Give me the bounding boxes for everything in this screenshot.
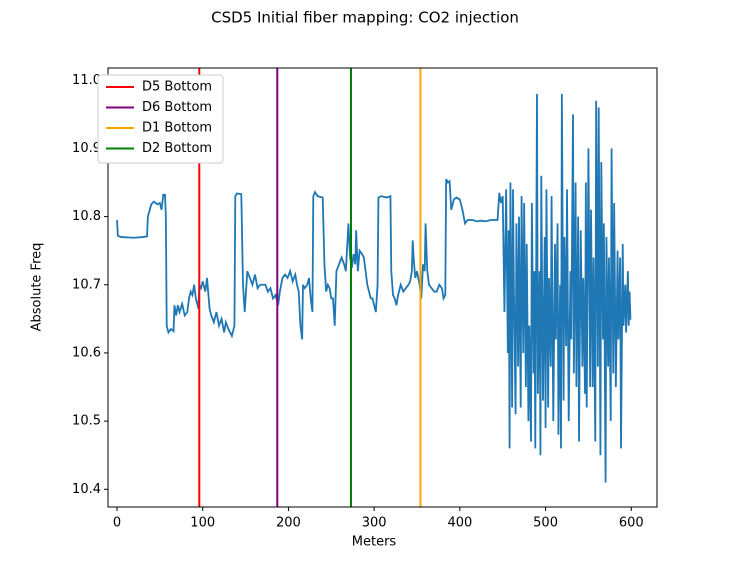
plot-frame — [107, 67, 658, 508]
data-line — [116, 93, 632, 483]
y-tick-label: 10.4 — [72, 482, 101, 497]
chart-title: CSD5 Initial fiber mapping: CO2 injectio… — [211, 9, 519, 27]
x-tick-label: 400 — [447, 516, 472, 531]
x-tick-label: 0 — [113, 516, 121, 531]
legend-label: D1 Bottom — [142, 121, 212, 136]
y-tick-label: 10.5 — [72, 414, 101, 429]
y-tick-label: 10.9 — [72, 141, 101, 156]
x-tick-label: 500 — [533, 516, 558, 531]
legend-label: D2 Bottom — [142, 141, 212, 156]
y-tick-label: 10.6 — [72, 345, 101, 360]
legend-label: D5 Bottom — [142, 80, 212, 95]
y-axis-label: Absolute Freq — [30, 243, 45, 332]
x-axis-label: Meters — [352, 535, 397, 550]
y-tick-label: 11.0 — [72, 73, 101, 88]
legend-box — [97, 74, 224, 164]
x-tick-label: 600 — [619, 516, 644, 531]
x-tick-label: 100 — [190, 516, 215, 531]
y-tick-label: 10.8 — [72, 209, 101, 224]
y-tick-label: 10.7 — [72, 277, 101, 292]
legend-label: D6 Bottom — [142, 100, 212, 115]
x-tick-label: 300 — [362, 516, 387, 531]
x-tick-label: 200 — [276, 516, 301, 531]
